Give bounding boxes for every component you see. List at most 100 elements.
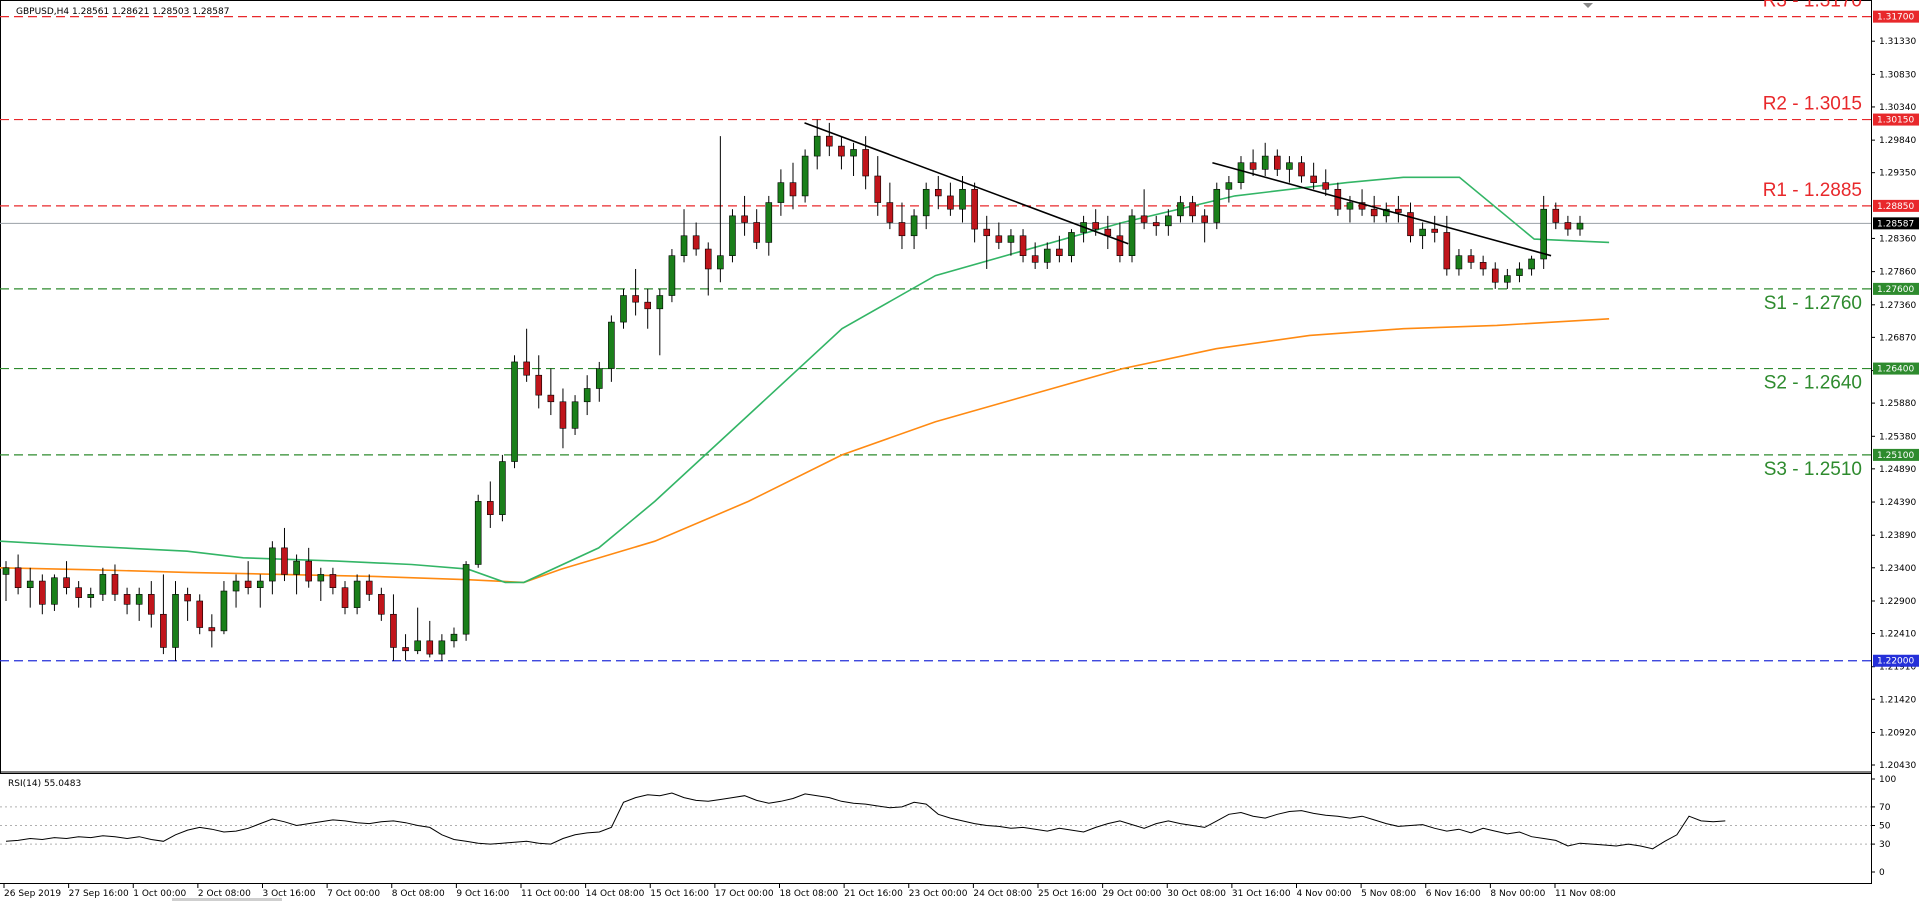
price-tick-label: 1.21420 (1879, 695, 1916, 705)
candle-body (717, 255, 724, 270)
candle-body (196, 600, 204, 628)
candle-body (1128, 215, 1136, 256)
candle-body (256, 580, 264, 589)
candle-body (1213, 188, 1221, 223)
level-label: S1 - 1.2760 (1764, 293, 1862, 314)
candle-body (523, 361, 530, 376)
level-price-tag-label: 1.28850 (1877, 202, 1914, 212)
price-tick-label: 1.29350 (1879, 169, 1916, 179)
current-price-tag-label: 1.28587 (1877, 219, 1914, 229)
candle-body (426, 640, 434, 655)
candle-body (789, 182, 797, 197)
level-label: S2 - 1.2640 (1764, 373, 1862, 394)
candle-body (632, 295, 639, 303)
candle-body (910, 215, 918, 237)
rsi-line (5, 792, 1726, 850)
candle-body (111, 574, 119, 595)
candle-body (765, 202, 773, 243)
time-tick-label: 18 Oct 08:00 (780, 889, 839, 899)
level-price-tag-label: 1.27600 (1877, 285, 1914, 295)
moving-averages-layer (0, 176, 1610, 584)
candle-body (922, 188, 930, 217)
candle-body (220, 590, 228, 632)
time-tick-label: 11 Nov 08:00 (1555, 889, 1616, 899)
candle-body (462, 564, 470, 635)
time-tick-label: 25 Oct 16:00 (1038, 889, 1097, 899)
candle-body (1334, 188, 1342, 210)
time-tick-label: 5 Nov 08:00 (1361, 889, 1416, 899)
candle-body (1274, 155, 1281, 170)
candle-body (99, 574, 107, 595)
candle-body (1237, 162, 1245, 183)
support-resistance-layer: R3 - 1.3170 R2 - 1.3015 R1 - 1.2885 S1 - 1.… (0, 0, 1871, 662)
time-tick-label: 11 Oct 00:00 (521, 889, 580, 899)
candle-body (487, 501, 494, 515)
candle-body (704, 248, 712, 270)
price-tick-label: 1.27360 (1879, 301, 1916, 311)
candle-body (898, 222, 906, 237)
candle-body (1576, 222, 1584, 230)
price-tick-label: 1.22410 (1879, 630, 1916, 640)
candle-body (402, 647, 409, 652)
rsi-header: RSI(14) 55.0483 (8, 779, 81, 789)
candle-body (1310, 175, 1317, 183)
ma-fast-line (0, 176, 1610, 584)
candle-body (801, 155, 809, 197)
price-tick-label: 1.20430 (1879, 761, 1916, 771)
price-tick-label: 1.25880 (1879, 399, 1916, 409)
candle-body (547, 394, 555, 403)
candle-body (813, 135, 821, 157)
price-tick-label: 1.21910 (1879, 663, 1916, 673)
candle-body (1286, 162, 1293, 170)
time-tick-label: 24 Oct 08:00 (973, 889, 1032, 899)
level-label: R1 - 1.2885 (1763, 180, 1862, 201)
candle-body (63, 577, 70, 589)
candle-body (1407, 212, 1414, 237)
price-tick-label: 1.31330 (1879, 37, 1916, 47)
candle-body (1540, 208, 1547, 260)
candle-body (329, 574, 337, 589)
candle-body (886, 202, 894, 223)
candle-body (1152, 222, 1160, 227)
candle-body (51, 577, 58, 605)
candle-body (1443, 232, 1451, 270)
candle-body (208, 627, 216, 632)
candle-body (1298, 162, 1305, 177)
current-price-tag (1873, 217, 1919, 230)
price-tick-label: 1.24890 (1879, 465, 1916, 475)
trendline (1212, 161, 1552, 257)
candle-body (1261, 155, 1269, 170)
candle-body (729, 215, 736, 256)
candle-body (1419, 228, 1426, 237)
candle-body (1225, 182, 1233, 190)
level-price-tag (1873, 282, 1919, 295)
candle-body (1201, 215, 1208, 223)
candle-body (75, 587, 82, 598)
candle-body (692, 235, 700, 250)
candle-body (753, 222, 760, 243)
candle-body (160, 613, 167, 648)
candle-body (26, 580, 34, 589)
time-tick-label: 31 Oct 16:00 (1232, 889, 1291, 899)
candle-body (583, 388, 591, 403)
candle-body (535, 374, 543, 396)
candle-body (947, 195, 954, 210)
horizontal-scrollbar[interactable] (172, 898, 282, 901)
candle-body (1189, 202, 1196, 217)
candle-body (983, 228, 991, 237)
candle-body (1528, 258, 1535, 270)
price-tick-label: 1.25380 (1879, 432, 1916, 442)
window-scroll-triangle[interactable] (1583, 3, 1593, 8)
candle-body (680, 235, 688, 256)
level-label: S3 - 1.2510 (1764, 459, 1862, 480)
time-tick-label: 26 Sep 2019 (4, 889, 61, 899)
price-tick-label: 1.22900 (1879, 597, 1916, 607)
candle-body (1370, 208, 1378, 217)
level-price-tag-label: 1.31700 (1877, 13, 1914, 23)
candle-body (1031, 255, 1039, 263)
candle-body (1092, 222, 1099, 230)
level-price-tag (1873, 448, 1919, 461)
candle-body (341, 587, 349, 608)
candle-body (317, 574, 325, 582)
